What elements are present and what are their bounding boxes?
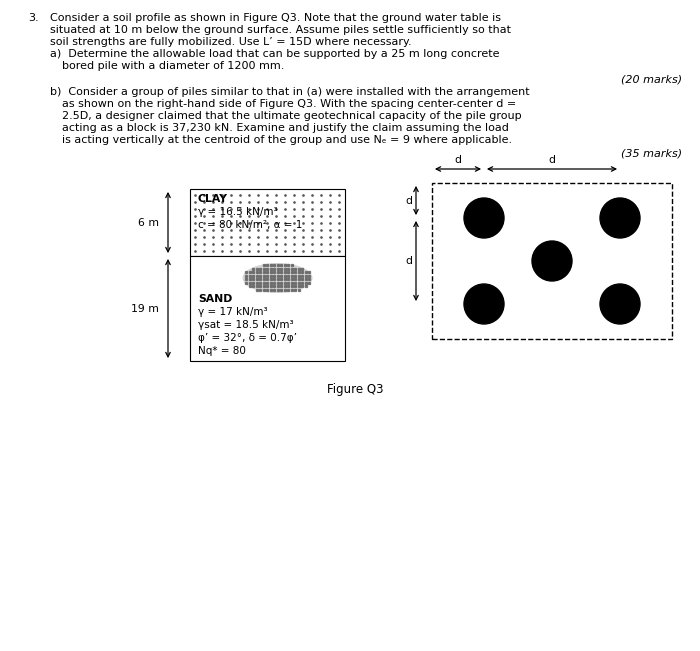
Text: bored pile with a diameter of 1200 mm.: bored pile with a diameter of 1200 mm.	[62, 61, 284, 71]
Bar	[432, 183, 672, 339]
Circle shape	[532, 241, 572, 281]
Ellipse shape	[242, 263, 312, 293]
Circle shape	[464, 198, 504, 238]
Text: γsat = 18.5 kN/m³: γsat = 18.5 kN/m³	[198, 320, 293, 330]
Text: is acting vertically at the centroid of the group and use Nₑ = 9 where applicabl: is acting vertically at the centroid of …	[62, 135, 512, 145]
Text: 19 m: 19 m	[131, 303, 159, 314]
Text: acting as a block is 37,230 kN. Examine and justify the claim assuming the load: acting as a block is 37,230 kN. Examine …	[62, 123, 509, 133]
Text: (35 marks): (35 marks)	[621, 149, 682, 159]
Text: CLAY: CLAY	[198, 194, 228, 204]
Text: soil strengths are fully mobilized. Use L’ = 15D where necessary.: soil strengths are fully mobilized. Use …	[50, 37, 412, 47]
Text: 6 m: 6 m	[138, 217, 159, 227]
Text: d: d	[405, 256, 412, 266]
Text: γ = 17 kN/m³: γ = 17 kN/m³	[198, 307, 267, 317]
Text: d: d	[454, 155, 461, 165]
Text: c = 80 kN/m², α = 1: c = 80 kN/m², α = 1	[198, 220, 302, 230]
Text: as shown on the right-hand side of Figure Q3. With the spacing center-center d =: as shown on the right-hand side of Figur…	[62, 99, 517, 109]
Text: 2.5D, a designer claimed that the ultimate geotechnical capacity of the pile gro: 2.5D, a designer claimed that the ultima…	[62, 111, 522, 121]
Text: φ’ = 32°, δ = 0.7φ’: φ’ = 32°, δ = 0.7φ’	[198, 333, 297, 343]
Text: SAND: SAND	[198, 294, 232, 304]
Bar	[190, 256, 345, 361]
Text: Consider a soil profile as shown in Figure Q3. Note that the ground water table : Consider a soil profile as shown in Figu…	[50, 13, 501, 23]
Text: (20 marks): (20 marks)	[621, 75, 682, 85]
Circle shape	[600, 284, 640, 324]
Text: situated at 10 m below the ground surface. Assume piles settle sufficiently so t: situated at 10 m below the ground surfac…	[50, 25, 511, 35]
Text: Nq* = 80: Nq* = 80	[198, 346, 246, 356]
Text: γ = 16.5 kN/m³: γ = 16.5 kN/m³	[198, 207, 278, 217]
Text: d: d	[549, 155, 556, 165]
Circle shape	[600, 198, 640, 238]
Text: d: d	[405, 195, 412, 206]
Text: Figure Q3: Figure Q3	[327, 383, 384, 396]
Text: 3.: 3.	[28, 13, 38, 23]
Circle shape	[464, 284, 504, 324]
Text: a)  Determine the allowable load that can be supported by a 25 m long concrete: a) Determine the allowable load that can…	[50, 49, 500, 59]
Bar	[190, 189, 345, 256]
Text: b)  Consider a group of piles similar to that in (a) were installed with the arr: b) Consider a group of piles similar to …	[50, 87, 530, 97]
